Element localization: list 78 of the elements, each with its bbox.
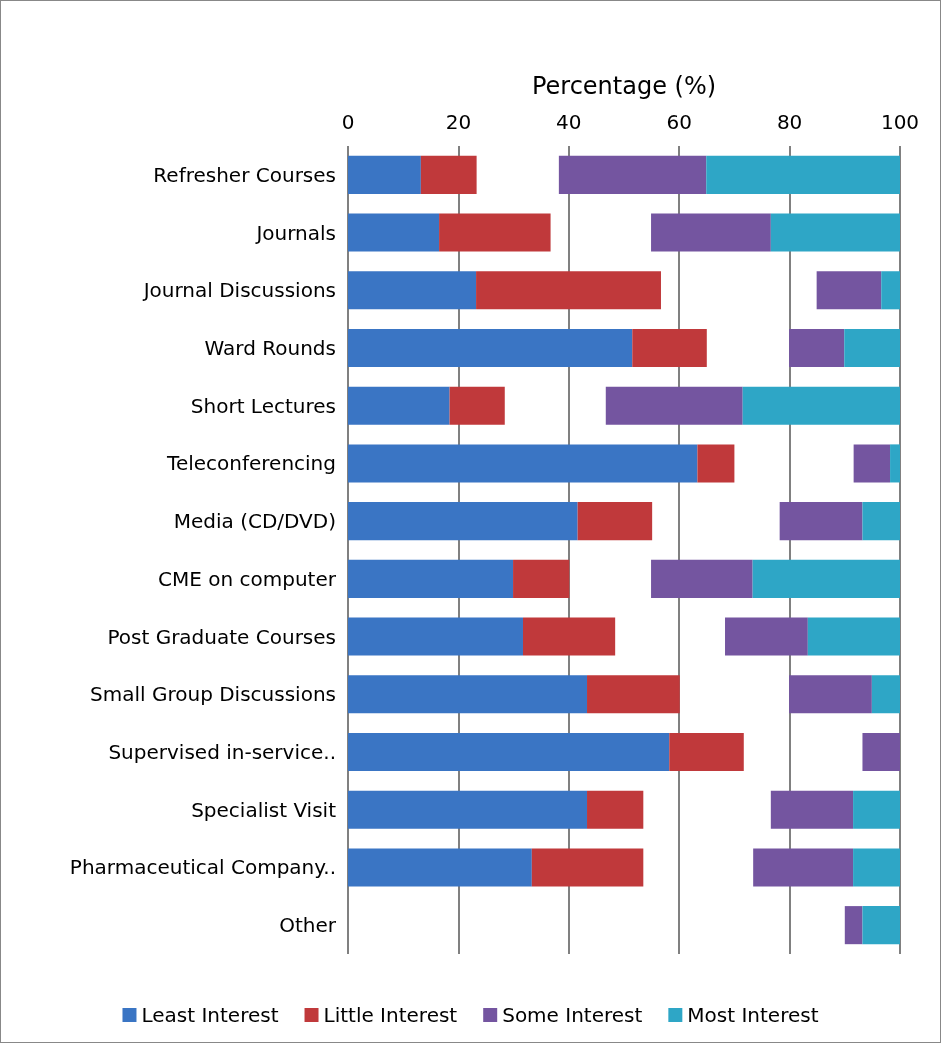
x-tick-label: 40 (556, 110, 582, 134)
bar (587, 790, 644, 829)
bar (348, 675, 588, 714)
y-tick-label: Other (279, 913, 337, 938)
bar (890, 444, 900, 483)
bar (779, 502, 863, 541)
bar (439, 213, 551, 252)
bar (844, 328, 900, 368)
legend-label: Little Interest (323, 1003, 458, 1027)
bar (871, 675, 900, 714)
y-tick-label: Ward Rounds (204, 336, 336, 360)
x-tick-label: 20 (445, 110, 472, 134)
bar (577, 502, 653, 541)
legend-label: Some Interest (502, 1003, 643, 1027)
bar (862, 732, 900, 772)
bar (348, 559, 514, 598)
bar (753, 848, 854, 887)
bar (789, 328, 845, 368)
bar (348, 732, 670, 772)
bar (669, 732, 744, 772)
bar (651, 213, 771, 252)
bar (348, 271, 477, 310)
bar (348, 617, 523, 656)
bar (348, 213, 440, 252)
bar (632, 328, 707, 368)
bar (558, 155, 707, 194)
bar (853, 790, 900, 829)
y-tick-label: Pharmaceutical Company.. (69, 855, 336, 880)
bar (807, 617, 900, 656)
bar (348, 502, 578, 541)
bar (348, 155, 421, 194)
bar (531, 848, 644, 887)
bar (725, 617, 808, 656)
bar (881, 271, 900, 310)
y-tick-label: CME on computer (158, 566, 337, 591)
bar (770, 213, 900, 252)
bar (348, 848, 532, 887)
bar (651, 559, 753, 598)
bar (752, 559, 900, 598)
bar (420, 155, 477, 194)
x-axis-title: Percentage (%) (531, 72, 717, 100)
bar (348, 444, 698, 483)
y-tick-label: Media (CD/DVD) (173, 509, 336, 534)
y-tick-label: Supervised in-service.. (108, 740, 336, 764)
bar (348, 328, 633, 368)
bar (348, 386, 450, 425)
x-tick-label: 100 (880, 110, 920, 134)
legend-label: Most Interest (687, 1003, 819, 1027)
bar (522, 617, 616, 656)
y-tick-label: Teleconferencing (166, 451, 336, 476)
bar (706, 155, 900, 194)
bar (476, 271, 661, 310)
bar (513, 559, 570, 598)
bar (844, 906, 863, 945)
y-tick-label: Short Lectures (190, 393, 336, 418)
y-tick-label: Journals (254, 220, 336, 245)
bar (816, 271, 882, 310)
bar (742, 386, 900, 425)
x-tick-label: 80 (776, 110, 803, 134)
bar (862, 906, 900, 945)
bar (853, 848, 900, 887)
y-tick-label: Post Graduate Courses (107, 624, 336, 649)
bar (862, 502, 900, 541)
bar (770, 790, 854, 829)
bar (697, 444, 735, 483)
bar (605, 386, 743, 425)
y-tick-label: Journal Discussions (141, 278, 336, 303)
y-tick-label: Small Group Discussions (90, 682, 336, 707)
x-tick-label: 0 (341, 110, 355, 134)
bar (853, 444, 891, 483)
bar (348, 790, 588, 829)
x-tick-label: 60 (666, 110, 692, 134)
y-tick-label: Refresher Courses (153, 162, 336, 187)
bar (587, 675, 680, 714)
bar (789, 675, 872, 714)
legend-label: Least Interest (141, 1003, 279, 1027)
y-tick-label: Specialist Visit (191, 797, 337, 822)
bar (449, 386, 505, 425)
